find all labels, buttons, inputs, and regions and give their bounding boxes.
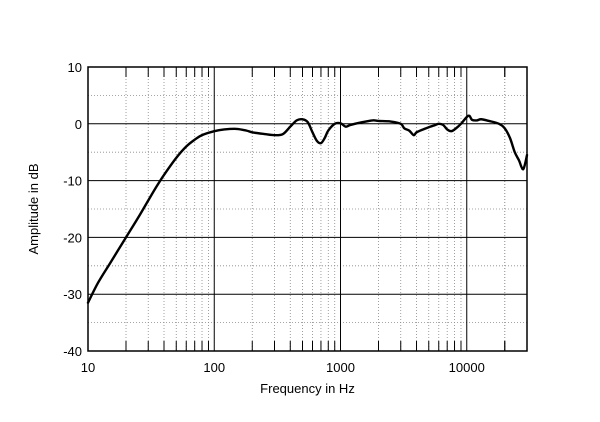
y-tick-label: -40 bbox=[63, 344, 82, 359]
curve-layer bbox=[86, 114, 529, 304]
y-axis-label: Amplitude in dB bbox=[26, 163, 41, 254]
minor-grid bbox=[88, 67, 528, 351]
y-tick-label: -20 bbox=[63, 230, 82, 245]
response-curve-line bbox=[86, 114, 529, 304]
x-tick-label: 100 bbox=[203, 360, 225, 375]
x-tick-label: 10000 bbox=[449, 360, 485, 375]
y-tick-label: 0 bbox=[75, 117, 82, 132]
x-axis-label: Frequency in Hz bbox=[260, 381, 355, 396]
y-tick-label: 10 bbox=[68, 60, 82, 75]
x-tick-labels: 10 100 1000 10000 bbox=[81, 360, 485, 375]
x-tick-label: 10 bbox=[81, 360, 95, 375]
x-tick-label: 1000 bbox=[326, 360, 355, 375]
y-tick-labels: 10 0 -10 -20 -30 -40 bbox=[63, 60, 82, 359]
y-tick-label: -30 bbox=[63, 287, 82, 302]
y-tick-label: -10 bbox=[63, 174, 82, 189]
plot-frame bbox=[87, 66, 528, 352]
